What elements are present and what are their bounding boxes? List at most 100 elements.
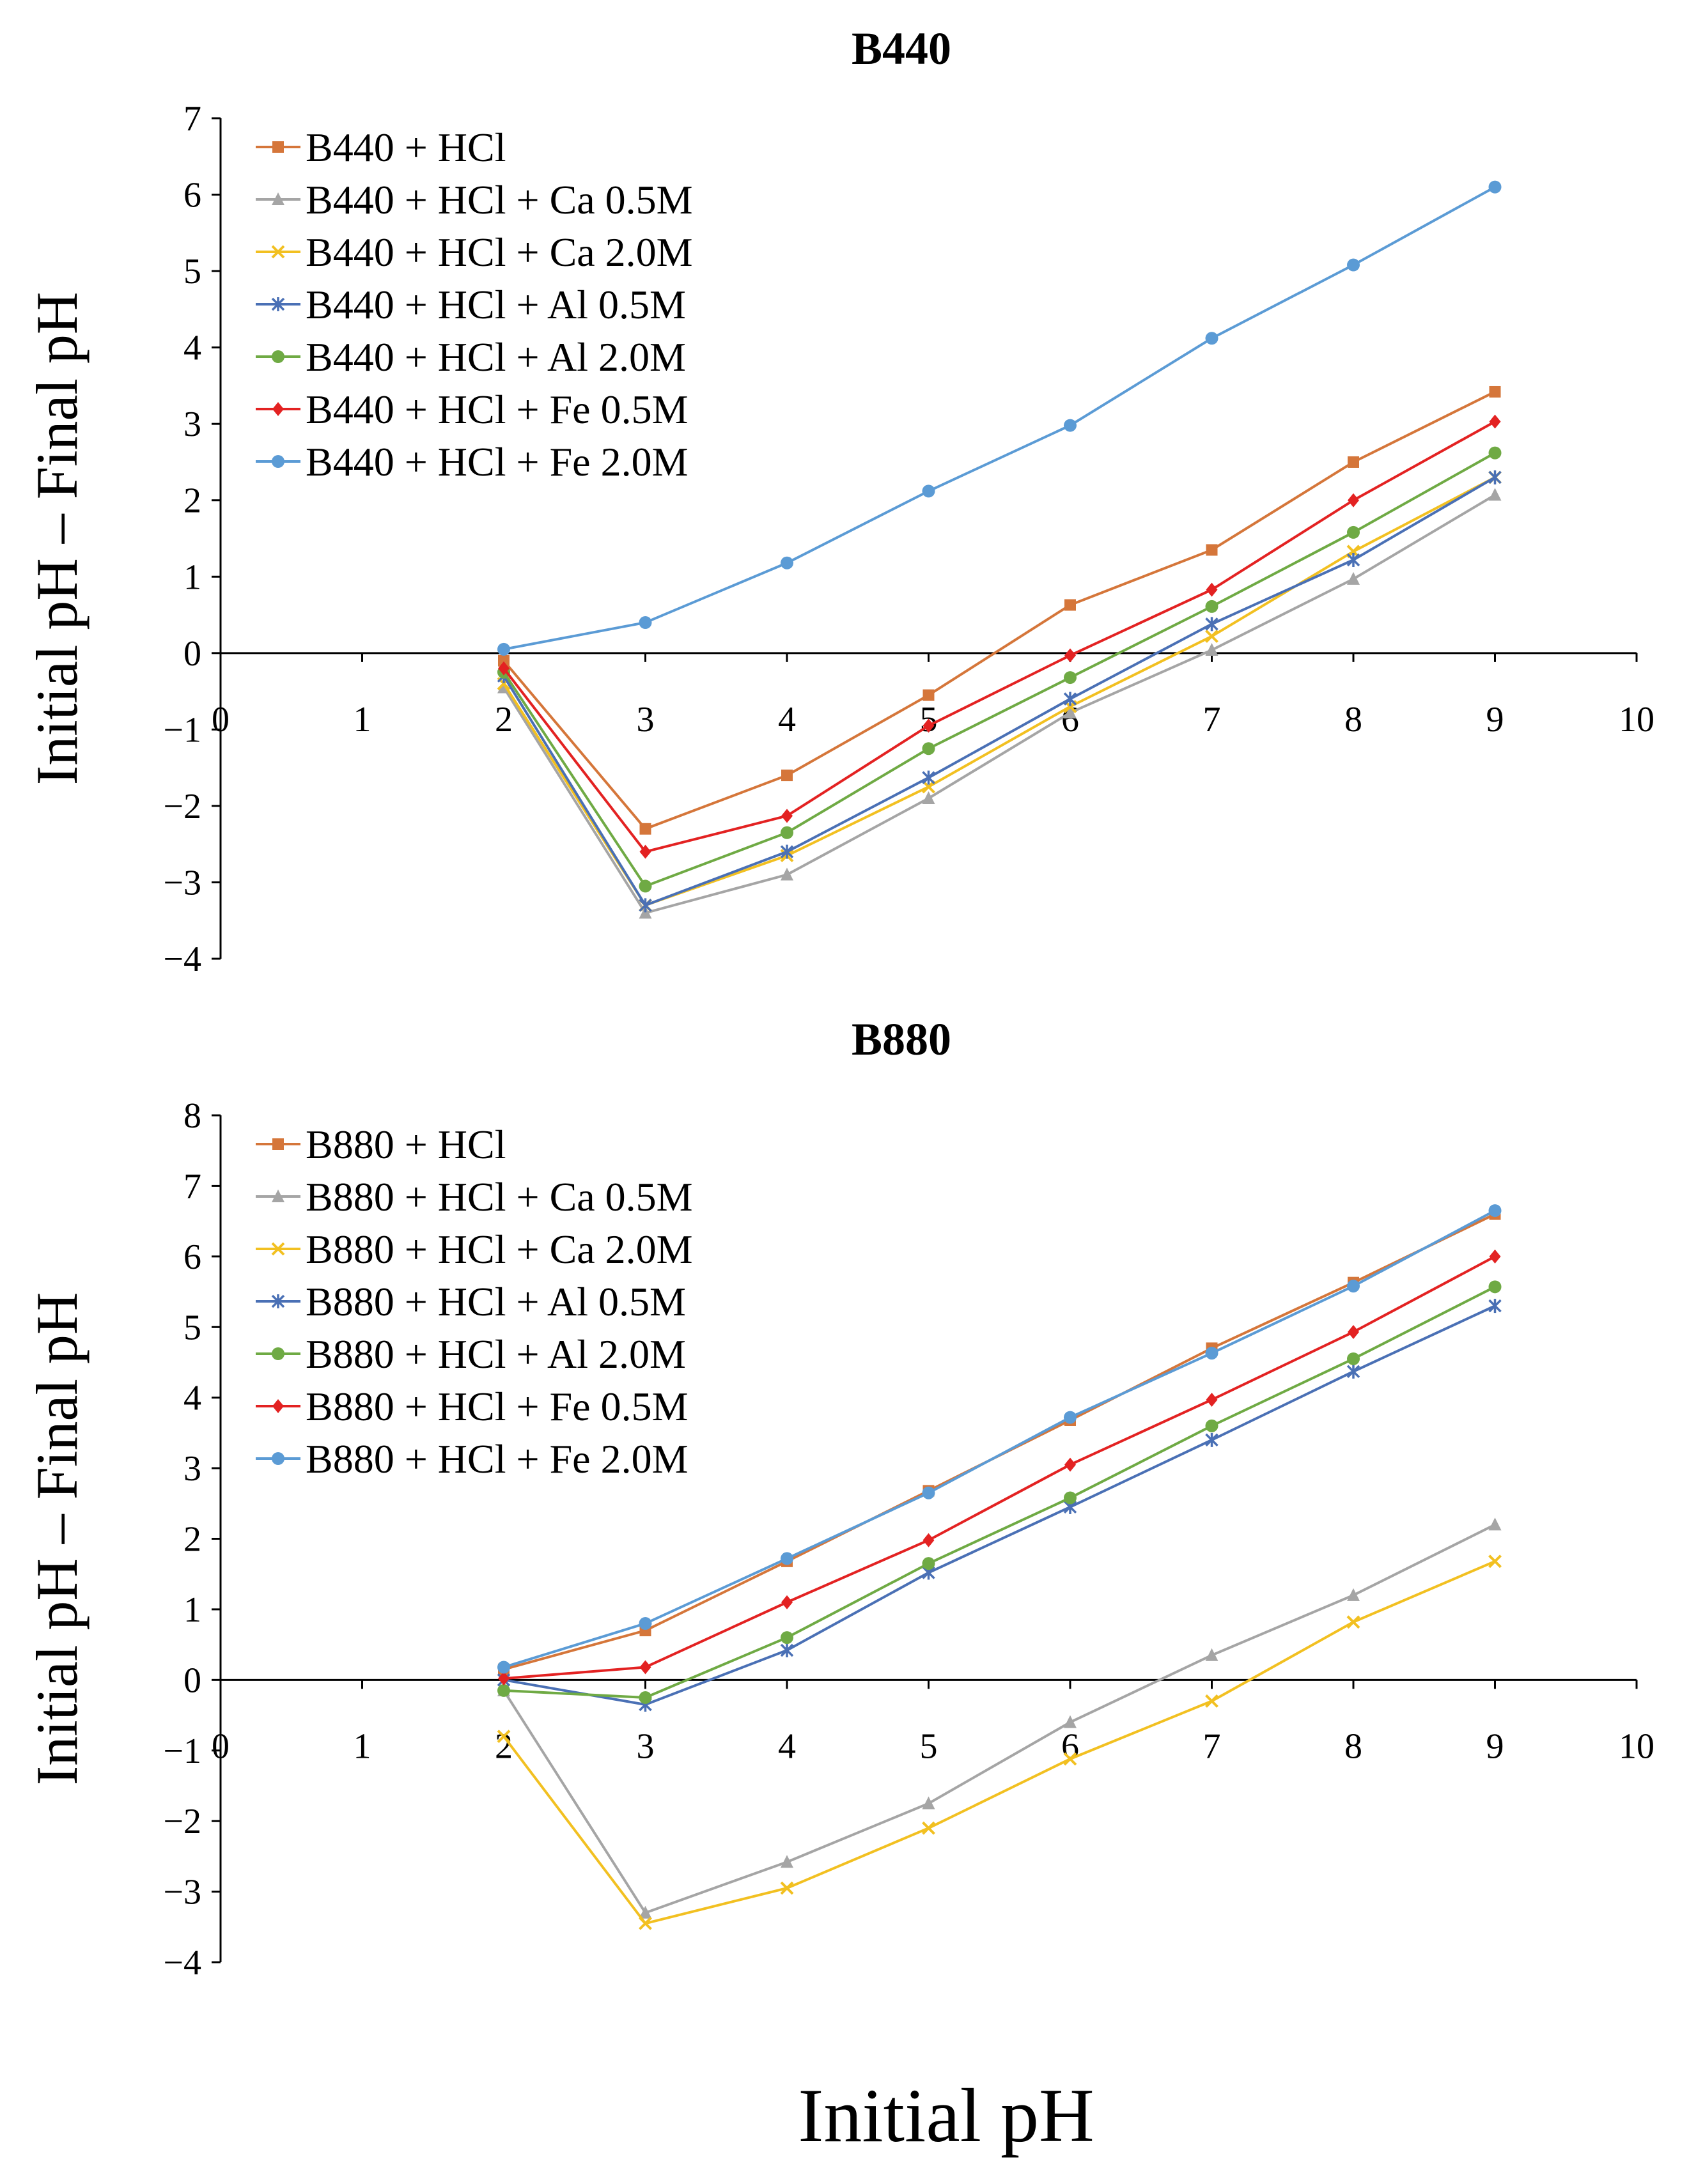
legend-marker — [272, 455, 284, 468]
chart-title: B440 — [852, 23, 951, 74]
legend-item: B440 + HCl + Ca 2.0M — [256, 229, 693, 275]
data-point — [922, 1557, 935, 1570]
legend-label: B880 + HCl + Al 0.5M — [306, 1279, 686, 1324]
data-point — [498, 654, 510, 667]
legend-marker — [272, 141, 284, 153]
legend-marker — [272, 1138, 284, 1150]
x-tick-label: 5 — [920, 1726, 938, 1766]
data-point — [922, 1486, 935, 1499]
data-point — [497, 642, 510, 656]
data-point — [639, 1660, 651, 1675]
x-tick-label: 10 — [1619, 700, 1654, 740]
y-tick-label: −1 — [163, 1731, 201, 1771]
y-tick-label: 0 — [183, 1661, 201, 1700]
legend-marker — [272, 350, 284, 363]
data-point — [1205, 332, 1218, 345]
data-point — [1488, 180, 1502, 194]
legend-label: B440 + HCl + Ca 2.0M — [306, 229, 693, 275]
y-tick-label: 1 — [183, 557, 201, 597]
data-point — [498, 1671, 510, 1686]
data-point — [1206, 544, 1218, 556]
x-tick-label: 2 — [495, 1726, 513, 1766]
data-point — [1205, 600, 1218, 613]
data-point — [497, 1661, 510, 1674]
series-7 — [497, 1204, 1502, 1674]
data-point — [1347, 1280, 1360, 1293]
legend-label: B880 + HCl + Fe 2.0M — [306, 1436, 688, 1482]
data-point — [497, 1684, 510, 1697]
series-7 — [497, 180, 1502, 656]
data-point — [1064, 1715, 1077, 1728]
legend: B440 + HCl B440 + HCl + Ca 0.5M B440 + HCl… — [256, 125, 693, 484]
legend-marker — [272, 1347, 284, 1360]
legend-label: B440 + HCl + Fe 2.0M — [306, 439, 688, 484]
legend-marker — [272, 402, 284, 416]
data-point — [922, 484, 935, 498]
data-point — [1346, 1615, 1360, 1629]
y-tick-label: −3 — [163, 1873, 201, 1912]
y-tick-label: 8 — [183, 1096, 201, 1136]
y-tick-label: 5 — [183, 252, 201, 291]
legend-label: B440 + HCl + Fe 0.5M — [306, 387, 688, 432]
x-tick-label: 8 — [1344, 1726, 1362, 1766]
legend-label: B440 + HCl + Al 0.5M — [306, 282, 686, 327]
legend-item: B880 + HCl + Al 0.5M — [256, 1279, 686, 1324]
data-point — [1063, 1752, 1077, 1766]
series-line — [502, 476, 1496, 907]
x-tick-label: 1 — [354, 1726, 371, 1766]
y-tick-label: 7 — [183, 1166, 201, 1206]
y-axis-label: Initial pH – Final pH — [24, 292, 90, 786]
data-point — [1489, 1249, 1501, 1264]
data-point — [639, 898, 652, 913]
series-line — [502, 1560, 1496, 1925]
data-point — [1063, 692, 1077, 706]
data-point — [780, 844, 794, 859]
legend-marker — [271, 297, 285, 311]
data-point — [1205, 1694, 1218, 1708]
chart-b440: B440−4−3−2−101234567012345678910Initial … — [24, 23, 1654, 979]
x-tick-label: 2 — [495, 700, 513, 740]
y-tick-label: −4 — [163, 940, 201, 979]
legend-item: B880 + HCl — [256, 1122, 506, 1167]
legend-item: B440 + HCl + Fe 0.5M — [256, 387, 688, 432]
data-point — [1488, 1554, 1502, 1568]
legend-marker — [272, 192, 284, 205]
data-point — [781, 1631, 793, 1645]
data-point — [922, 742, 935, 755]
data-point — [1205, 1432, 1218, 1447]
data-point — [639, 823, 651, 835]
data-point — [922, 718, 935, 733]
x-tick-label: 9 — [1486, 700, 1504, 740]
series-6 — [498, 1249, 1501, 1686]
data-point — [1488, 1204, 1502, 1218]
data-point — [1064, 1491, 1077, 1505]
x-tick-label: 1 — [354, 700, 371, 740]
x-tick-label: 8 — [1344, 700, 1362, 740]
legend-marker — [272, 1452, 284, 1465]
y-tick-label: 5 — [183, 1308, 201, 1347]
y-tick-label: 4 — [183, 329, 201, 368]
data-point — [1347, 1588, 1360, 1601]
data-point — [639, 1916, 652, 1930]
series-5 — [497, 1280, 1502, 1704]
y-tick-label: 2 — [183, 1520, 201, 1560]
x-tick-label: 4 — [778, 700, 796, 740]
data-point — [1347, 525, 1360, 539]
data-point — [1347, 258, 1360, 272]
series-line — [502, 391, 1496, 831]
legend-item: B880 + HCl + Ca 0.5M — [256, 1174, 693, 1220]
series-3 — [497, 1554, 1502, 1930]
x-tick-label: 3 — [637, 700, 655, 740]
legend-label: B880 + HCl + Al 2.0M — [306, 1331, 686, 1377]
data-point — [639, 1691, 652, 1704]
data-point — [498, 661, 510, 676]
data-point — [1205, 643, 1218, 656]
legend-label: B440 + HCl + Ca 0.5M — [306, 177, 693, 222]
series-line — [502, 420, 1496, 853]
data-point — [639, 844, 651, 859]
legend-label: B880 + HCl — [306, 1122, 506, 1167]
series-6 — [498, 414, 1501, 859]
data-point — [1064, 648, 1076, 663]
data-point — [1064, 1457, 1076, 1472]
